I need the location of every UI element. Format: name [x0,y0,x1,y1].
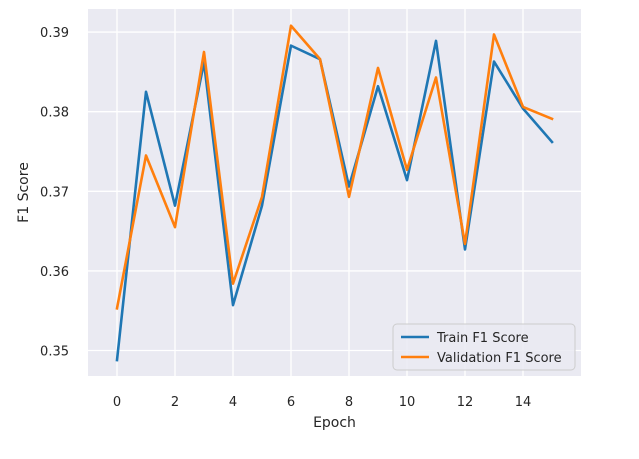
y-tick-label: 0.38 [40,106,69,121]
y-tick-label: 0.39 [40,26,69,41]
legend-label: Train F1 Score [436,331,529,346]
legend-items: Train F1 Score Validation F1 Score [401,331,562,366]
legend-label: Validation F1 Score [437,351,562,366]
x-tick-label: 2 [171,395,179,410]
axis-ticks: 0 2 4 6 8 10 12 14 0.35 0.36 0.37 0.38 0.39 [40,26,531,410]
y-axis-label: F1 Score [16,162,32,223]
legend-box [392,323,576,371]
x-tick-label: 8 [345,395,353,410]
series-line-validation [115,24,554,310]
series-lines [115,24,554,362]
y-tick-label: 0.35 [40,345,69,360]
y-tick-label: 0.37 [40,185,69,200]
y-tick-label: 0.36 [40,265,69,280]
x-tick-label: 14 [515,395,532,410]
x-tick-label: 12 [457,395,474,410]
x-tick-label: 4 [229,395,237,410]
x-tick-label: 0 [113,395,121,410]
x-axis-label: Epoch [313,415,356,431]
x-tick-label: 10 [399,395,416,410]
grid [88,9,581,376]
x-tick-label: 6 [287,395,295,410]
legend: Train F1 Score Validation F1 Score [392,323,576,371]
